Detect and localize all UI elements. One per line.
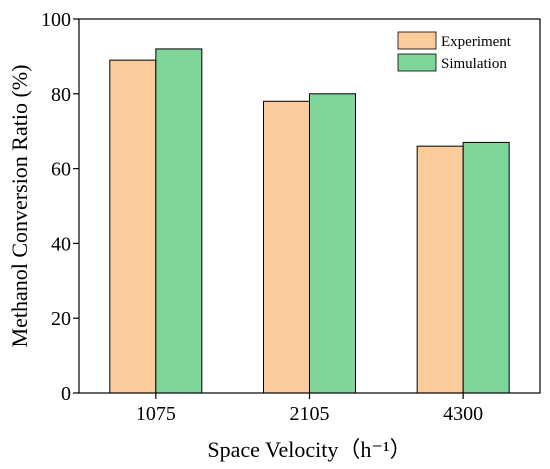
x-tick-label-1075: 1075 — [136, 403, 176, 425]
legend-label-experiment: Experiment — [441, 34, 512, 50]
y-tick-label-20: 20 — [51, 308, 71, 330]
bar-experiment-4300 — [416, 145, 464, 394]
legend-swatch-experiment — [397, 31, 437, 50]
y-tick-label-60: 60 — [51, 159, 71, 181]
y-tick-label-0: 0 — [61, 383, 71, 405]
bar-experiment-1075 — [109, 59, 157, 394]
bar-simulation-1075 — [155, 48, 203, 394]
x-tick-label-4300: 4300 — [443, 403, 483, 425]
y-tick-label-40: 40 — [51, 233, 71, 255]
bars-layer — [109, 48, 510, 394]
y-tick-label-80: 80 — [51, 84, 71, 106]
y-tick-label-100: 100 — [41, 9, 71, 31]
legend-swatch-simulation — [397, 53, 437, 72]
legend-label-simulation: Simulation — [441, 56, 507, 72]
ticks-layer: 1075 2105 4300 0 20 40 60 80 100 — [41, 9, 483, 425]
legend: Experiment Simulation — [397, 31, 512, 72]
x-tick-label-2105: 2105 — [290, 403, 330, 425]
y-axis-title: Methanol Conversion Ratio (%) — [7, 65, 32, 348]
bar-simulation-2105 — [309, 93, 356, 394]
bar-simulation-4300 — [462, 141, 510, 394]
x-axis-title: Space Velocity（h⁻¹） — [207, 437, 411, 462]
bar-experiment-2105 — [263, 100, 310, 394]
